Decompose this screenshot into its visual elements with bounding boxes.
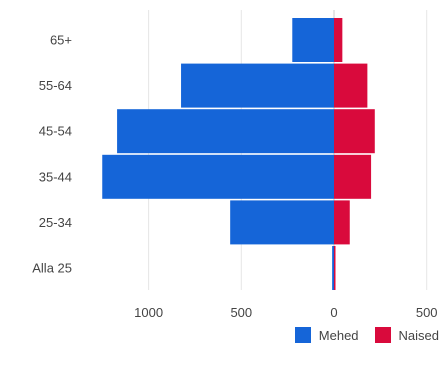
legend-label-mehed: Mehed bbox=[318, 327, 359, 343]
x-tick-label: 500 bbox=[230, 305, 252, 320]
bar-naised-1[interactable] bbox=[334, 63, 368, 108]
legend-label-naised: Naised bbox=[398, 327, 439, 343]
bar-mehed-1[interactable] bbox=[181, 63, 334, 108]
legend-swatch-mehed bbox=[294, 327, 311, 343]
bar-mehed-0[interactable] bbox=[292, 18, 334, 62]
x-tick-label: 0 bbox=[330, 305, 337, 320]
category-label: 55-64 bbox=[39, 78, 72, 93]
category-label: 25-34 bbox=[39, 215, 72, 230]
bar-mehed-2[interactable] bbox=[117, 109, 334, 154]
bar-naised-0[interactable] bbox=[334, 18, 343, 62]
category-label: Alla 25 bbox=[32, 261, 72, 276]
legend: Mehed Naised bbox=[279, 327, 439, 343]
legend-item-naised[interactable]: Naised bbox=[374, 327, 439, 343]
bars bbox=[102, 18, 375, 290]
category-label: 45-54 bbox=[39, 124, 72, 139]
bar-naised-4[interactable] bbox=[334, 200, 350, 245]
category-label: 65+ bbox=[50, 33, 72, 48]
x-tick-label: 1000 bbox=[134, 305, 163, 320]
x-axis-labels: 1000 500 0 500 bbox=[134, 305, 437, 320]
y-axis-labels: 65+ 55-64 45-54 35-44 25-34 Alla 25 bbox=[32, 33, 72, 276]
bar-mehed-3[interactable] bbox=[102, 154, 334, 199]
bar-naised-3[interactable] bbox=[334, 154, 372, 199]
legend-item-mehed[interactable]: Mehed bbox=[294, 327, 359, 343]
legend-swatch-naised bbox=[374, 327, 391, 343]
bar-mehed-4[interactable] bbox=[230, 200, 334, 245]
bar-naised-2[interactable] bbox=[334, 109, 375, 154]
x-tick-label: 500 bbox=[416, 305, 438, 320]
bar-mehed-5[interactable] bbox=[332, 246, 334, 290]
bar-naised-5[interactable] bbox=[334, 246, 336, 290]
category-label: 35-44 bbox=[39, 169, 72, 184]
